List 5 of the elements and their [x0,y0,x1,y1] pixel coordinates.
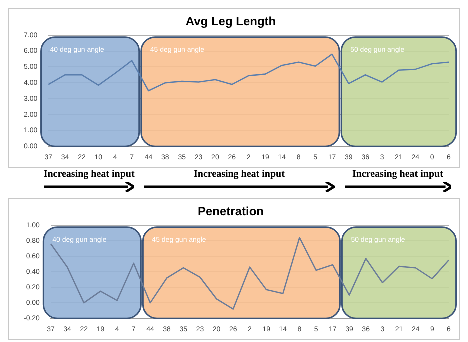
chart-title: Penetration [198,204,264,219]
chart-title: Avg Leg Length [186,14,276,29]
text: Increasing heat input [42,169,136,180]
text: Increasing heat input [351,169,444,180]
text: Increasing heat input [192,169,286,180]
